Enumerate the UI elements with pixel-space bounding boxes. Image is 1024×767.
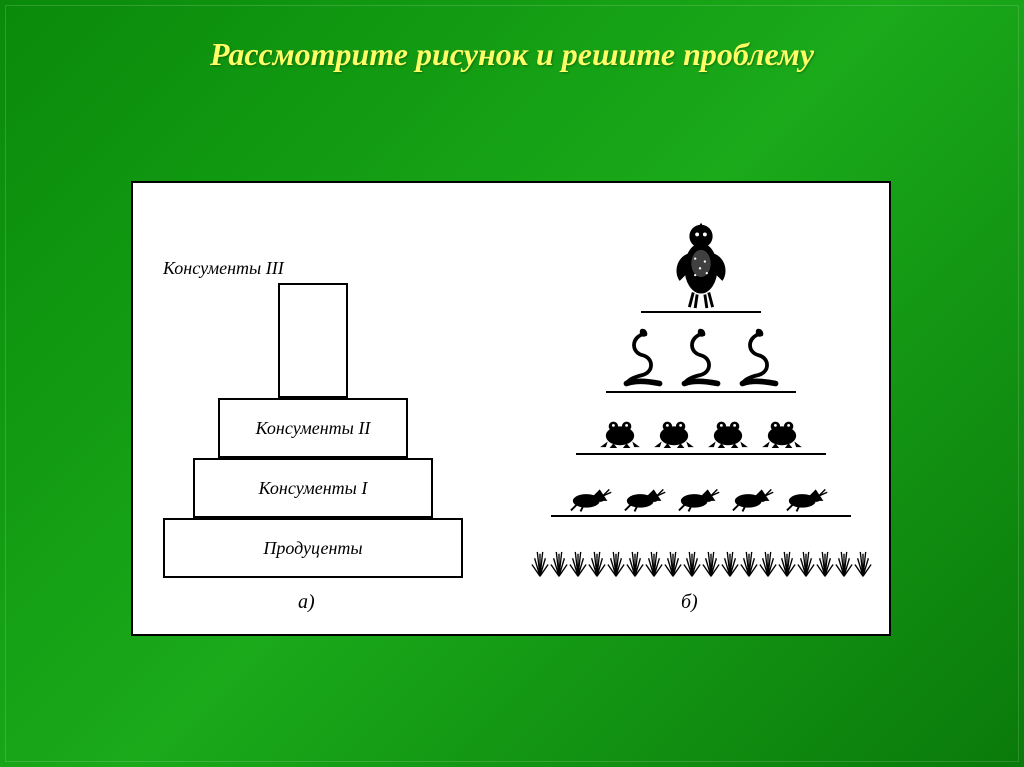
grasshopper-icon: [623, 483, 671, 513]
shelf-grasshopper: [551, 515, 851, 517]
slide-title: Рассмотрите рисунок и решите проблему: [6, 6, 1018, 83]
grass-icon: [759, 543, 777, 578]
grasshopper-icon: [731, 483, 779, 513]
grass-icon: [626, 543, 644, 578]
panel-a: Консументы III Консументы II Консументы …: [133, 183, 511, 634]
grass-icon: [835, 543, 853, 578]
box-producers: Продуценты: [163, 518, 463, 578]
grass-icon: [740, 543, 758, 578]
grass-icon: [816, 543, 834, 578]
grass-icon: [664, 543, 682, 578]
grass-icon: [607, 543, 625, 578]
panel-b-caption: б): [681, 591, 698, 614]
frog-icon: [596, 415, 644, 449]
grass-icon: [778, 543, 796, 578]
box-consumers-2: Консументы II: [218, 398, 408, 458]
grasshopper-icon: [677, 483, 725, 513]
panel-a-caption: а): [298, 591, 315, 614]
grass-icon: [854, 543, 872, 578]
box-consumers-1: Консументы I: [193, 458, 433, 518]
row-snake: [606, 328, 796, 388]
frog-icon: [704, 415, 752, 449]
grass-icon: [645, 543, 663, 578]
grasshopper-icon: [785, 483, 833, 513]
shelf-frog: [576, 453, 826, 455]
row-grass: [526, 543, 876, 578]
grasshopper-icon: [569, 483, 617, 513]
hawk-icon: [666, 215, 736, 310]
grass-icon: [702, 543, 720, 578]
panel-b: б): [511, 183, 889, 634]
grass-icon: [531, 543, 549, 578]
grass-icon: [683, 543, 701, 578]
row-grasshopper: [551, 483, 851, 513]
grass-icon: [569, 543, 587, 578]
grass-icon: [721, 543, 739, 578]
box-consumers-3: [278, 283, 348, 398]
frog-icon: [758, 415, 806, 449]
shelf-snake: [606, 391, 796, 393]
snake-icon: [675, 328, 727, 388]
snake-icon: [617, 328, 669, 388]
shelf-hawk: [641, 311, 761, 313]
grass-icon: [588, 543, 606, 578]
snake-icon: [733, 328, 785, 388]
row-frog: [576, 415, 826, 449]
row-hawk: [641, 215, 761, 310]
frog-icon: [650, 415, 698, 449]
grass-icon: [550, 543, 568, 578]
ecology-figure: Консументы III Консументы II Консументы …: [131, 181, 891, 636]
grass-icon: [797, 543, 815, 578]
label-consumers-3: Консументы III: [163, 258, 284, 279]
